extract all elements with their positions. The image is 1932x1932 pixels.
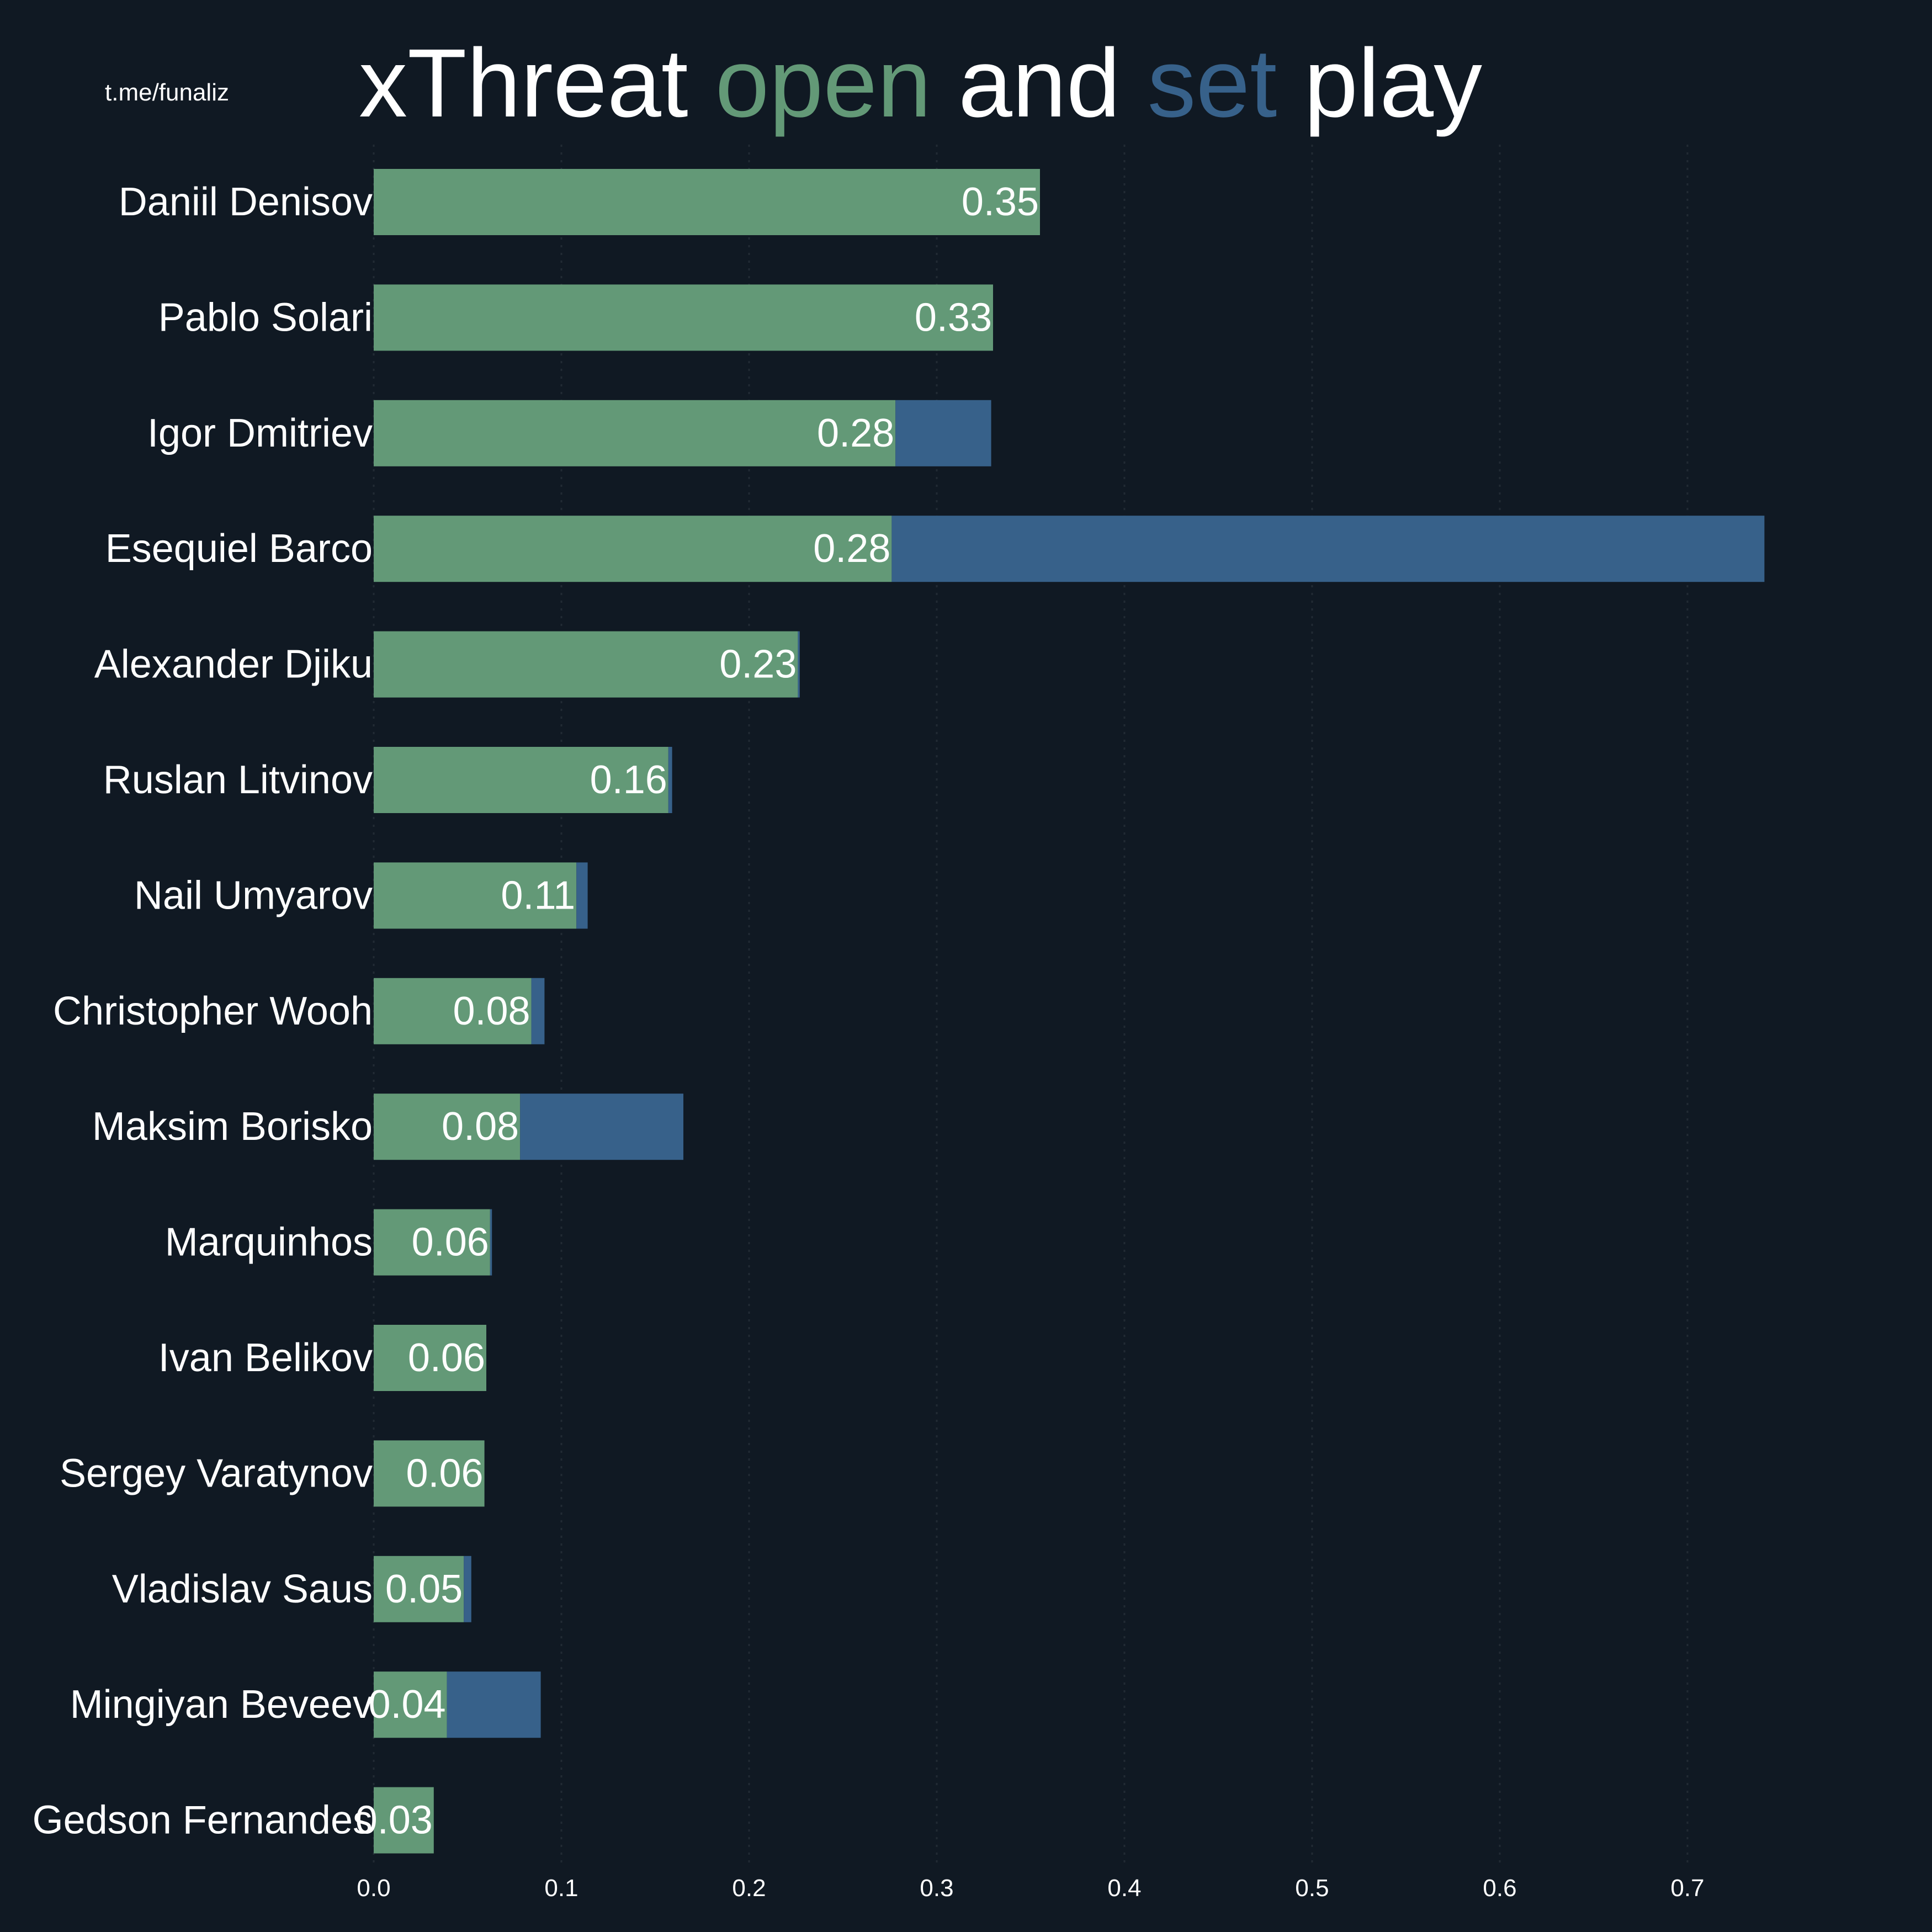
player-label: Nail Umyarov: [134, 873, 373, 917]
x-tick-label: 0.4: [1107, 1875, 1141, 1902]
bar-value-label: 0.06: [412, 1220, 489, 1265]
bar-value-label: 0.08: [453, 989, 530, 1033]
player-label: Ruslan Litvinov: [103, 758, 373, 802]
player-label: Sergey Varatynov: [60, 1451, 373, 1495]
player-labels: Daniil Denisov Pablo Solari Igor Dmitriev E…: [33, 180, 373, 1843]
x-tick-label: 0.1: [544, 1875, 578, 1902]
bar-value-label: 0.16: [590, 758, 667, 802]
open-play-bar: [374, 169, 1040, 235]
value-labels: 0.35 0.33 0.28 0.28 0.23 0.16 0.11 0.08 0.08 0.06…: [355, 180, 1039, 1843]
bar-value-label: 0.04: [368, 1682, 445, 1727]
x-tick-label: 0.6: [1483, 1875, 1516, 1902]
player-label: Gedson Fernandes: [33, 1798, 373, 1843]
open-play-bar: [374, 516, 892, 582]
bar-value-label: 0.33: [915, 295, 992, 339]
open-play-bar: [374, 1440, 485, 1507]
x-axis-ticks: 0.0 0.1 0.2 0.3 0.4 0.5 0.6 0.7: [357, 1875, 1704, 1902]
bar-value-label: 0.03: [355, 1798, 433, 1843]
x-tick-label: 0.0: [357, 1875, 390, 1902]
open-play-bar: [374, 862, 577, 929]
player-label: Mingiyan Beveev: [70, 1682, 373, 1727]
set-play-bar: [891, 516, 1765, 582]
open-play-bar: [374, 400, 896, 466]
open-play-bar: [374, 1094, 521, 1160]
title-part-2: and: [931, 29, 1148, 137]
x-tick-label: 0.2: [732, 1875, 766, 1902]
set-play-bar: [520, 1094, 683, 1160]
open-play-bar: [374, 1556, 464, 1622]
player-label: Pablo Solari: [158, 295, 373, 339]
open-play-bar: [374, 284, 993, 351]
title-part-1: xThreat: [359, 29, 715, 137]
player-label: Alexander Djiku: [94, 643, 373, 687]
open-play-bar: [374, 1325, 486, 1391]
chart-title: xThreat open and set play: [359, 28, 1482, 139]
open-play-bar: [374, 1671, 447, 1738]
x-tick-label: 0.7: [1670, 1875, 1704, 1902]
set-play-bar: [798, 631, 800, 698]
set-play-bar: [895, 400, 991, 466]
player-label: Esequiel Barco: [105, 527, 373, 571]
set-play-bar: [668, 747, 672, 813]
set-play-bar: [464, 1556, 471, 1622]
bar-value-label: 0.28: [813, 527, 890, 571]
title-set-word: set: [1147, 29, 1277, 137]
player-label: Marquinhos: [165, 1220, 373, 1265]
title-part-3: play: [1277, 29, 1483, 137]
set-play-bar: [531, 978, 545, 1044]
player-label: Christopher Wooh: [53, 989, 373, 1033]
x-tick-label: 0.3: [920, 1875, 953, 1902]
bar-value-label: 0.06: [406, 1451, 483, 1495]
open-play-bar: [374, 1787, 434, 1854]
open-play-bar: [374, 978, 532, 1044]
x-tick-label: 0.5: [1295, 1875, 1329, 1902]
set-play-bar: [447, 1671, 541, 1738]
set-play-bar: [576, 862, 588, 929]
player-label: Ivan Belikov: [158, 1336, 373, 1380]
title-open-word: open: [715, 29, 932, 137]
bar-value-label: 0.35: [962, 180, 1039, 224]
bar-value-label: 0.28: [817, 411, 894, 455]
open-play-bar: [374, 631, 798, 698]
bar-value-label: 0.05: [385, 1567, 463, 1611]
bar-value-label: 0.23: [719, 643, 797, 687]
player-label: Igor Dmitriev: [147, 411, 373, 455]
player-label: Vladislav Saus: [112, 1567, 373, 1611]
set-play-bar: [490, 1209, 492, 1276]
player-label: Daniil Denisov: [119, 180, 373, 224]
bar-value-label: 0.11: [501, 873, 575, 917]
bar-value-label: 0.08: [442, 1105, 519, 1149]
player-label: Maksim Borisko: [92, 1105, 373, 1149]
watermark: t.me/funaliz: [105, 79, 229, 106]
bar-value-label: 0.06: [408, 1336, 485, 1380]
bars: [374, 169, 1765, 1854]
open-play-bar: [374, 747, 668, 813]
open-play-bar: [374, 1209, 490, 1276]
